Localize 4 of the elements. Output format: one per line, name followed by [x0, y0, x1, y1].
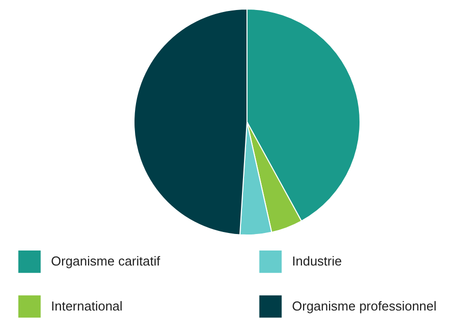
- legend-label: Organisme caritatif: [51, 254, 160, 269]
- legend-label: International: [51, 298, 123, 314]
- legend-label: Organisme professionnel: [292, 298, 437, 314]
- legend-label: Industrie: [292, 254, 342, 269]
